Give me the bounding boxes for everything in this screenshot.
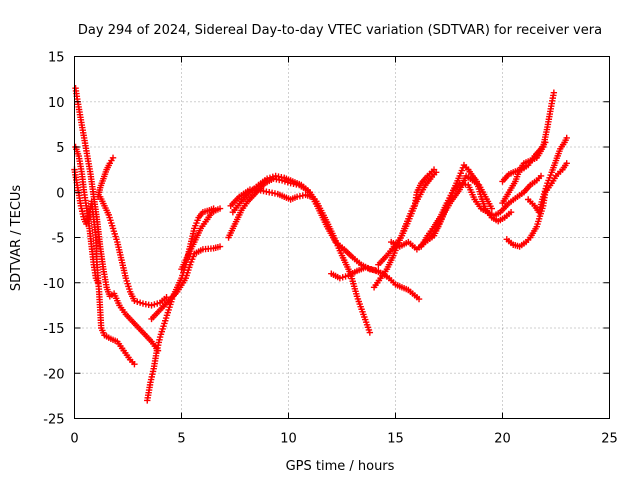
series-arc-7 <box>148 243 224 323</box>
data-point <box>266 174 274 181</box>
data-point <box>216 205 224 212</box>
series-arc-8 <box>178 205 224 273</box>
data-point <box>154 300 161 307</box>
y-tick-label: -20 <box>43 367 64 382</box>
series-arc-6 <box>144 205 217 404</box>
data-point <box>216 243 224 250</box>
x-tick-label: 10 <box>280 432 297 447</box>
series-arc-4 <box>94 154 117 200</box>
series-arc-2 <box>71 166 138 368</box>
x-tick-label: 0 <box>70 432 78 447</box>
y-tick-label: 0 <box>56 186 64 201</box>
y-tick-label: 15 <box>48 51 65 66</box>
y-tick-label: 10 <box>48 96 65 111</box>
y-tick-label: -5 <box>52 232 65 247</box>
series-arc-14 <box>375 166 438 268</box>
data-point <box>563 160 570 167</box>
series-arc-17 <box>426 172 495 241</box>
y-tick-label: -15 <box>43 322 64 337</box>
series-arc-15 <box>388 161 515 253</box>
x-tick-label: 20 <box>494 432 511 447</box>
series-arc-5 <box>96 193 170 309</box>
data-point <box>366 329 374 336</box>
data-point <box>109 154 117 162</box>
series-line <box>390 163 512 251</box>
data-point <box>151 301 158 308</box>
x-tick-label: 5 <box>177 432 185 447</box>
series-arc-12 <box>328 264 423 303</box>
data-point <box>263 175 271 182</box>
data-point <box>507 208 515 216</box>
data-point <box>336 275 344 282</box>
data-point <box>430 166 438 173</box>
data-point <box>269 173 277 181</box>
data-point <box>94 279 102 286</box>
data-point <box>537 172 545 180</box>
y-axis-label: SDTVAR / TECUs <box>9 185 24 292</box>
data-point <box>368 265 375 273</box>
chart-title: Day 294 of 2024, Sidereal Day-to-day VTE… <box>78 23 602 38</box>
x-axis-label: GPS time / hours <box>286 459 395 474</box>
data-point <box>148 302 155 309</box>
data-point <box>563 134 570 142</box>
data-point <box>542 139 549 146</box>
series-arc-16 <box>417 172 545 250</box>
data-point <box>365 265 372 272</box>
data-point <box>308 193 316 200</box>
data-point <box>131 297 138 305</box>
data-point <box>136 299 144 306</box>
data-point <box>488 205 495 212</box>
data-point <box>163 294 170 301</box>
x-tick-label: 25 <box>601 432 618 447</box>
data-point <box>362 264 369 271</box>
y-tick-label: -10 <box>43 277 64 292</box>
x-tick-label: 15 <box>387 432 404 447</box>
data-series <box>71 84 570 404</box>
data-point <box>131 361 138 368</box>
data-point <box>339 274 346 281</box>
data-point <box>134 298 141 305</box>
series-arc-11 <box>227 186 316 210</box>
axis-ticks: 0 5 10 15 20 25 -25 -20 -15 -10 -5 0 5 10 15 <box>43 51 618 447</box>
data-point <box>550 89 558 96</box>
y-tick-label: -25 <box>43 413 64 428</box>
gridlines <box>74 56 610 419</box>
data-point <box>342 273 349 280</box>
y-tick-label: 5 <box>56 141 64 156</box>
series-arc-21 <box>524 134 570 216</box>
data-point <box>415 295 423 303</box>
series-arc-19 <box>499 139 549 185</box>
